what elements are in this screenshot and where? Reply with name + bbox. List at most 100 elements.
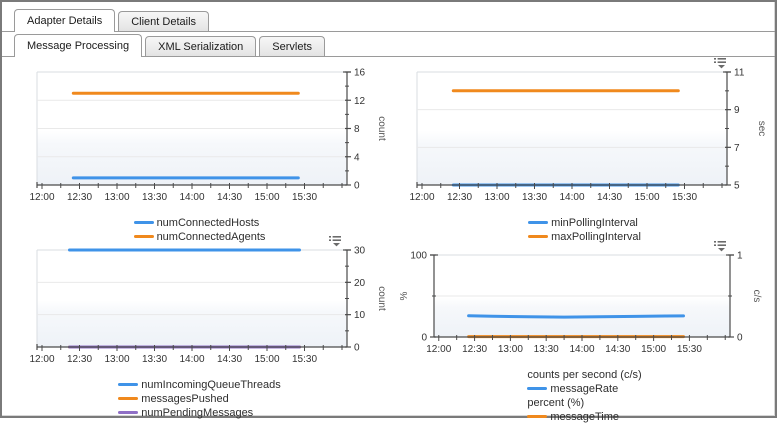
legend-label: numConnectedHosts — [156, 217, 260, 229]
series-line-messageRate — [467, 314, 685, 319]
svg-text:sec: sec — [756, 121, 767, 137]
legend-label: minPollingInterval — [551, 217, 638, 229]
svg-text:12:00: 12:00 — [426, 344, 451, 355]
svg-text:12:30: 12:30 — [67, 354, 92, 365]
svg-text:9: 9 — [734, 105, 740, 116]
chart-options-icon[interactable] — [713, 57, 728, 70]
legend-label: numIncomingQueueThreads — [141, 379, 281, 391]
svg-text:10: 10 — [354, 310, 366, 321]
tab-client-details[interactable]: Client Details — [118, 11, 210, 31]
svg-text:13:00: 13:00 — [104, 192, 129, 203]
tab-xml-serialization[interactable]: XML Serialization — [145, 36, 257, 56]
svg-text:14:00: 14:00 — [569, 344, 594, 355]
svg-text:15:00: 15:00 — [254, 192, 279, 203]
svg-text:c/s: c/s — [751, 290, 762, 303]
svg-text:14:30: 14:30 — [597, 192, 622, 203]
svg-text:12:30: 12:30 — [462, 344, 487, 355]
svg-text:8: 8 — [354, 124, 360, 135]
legend-item: maxPollingInterval — [528, 230, 641, 244]
svg-text:0: 0 — [354, 343, 360, 354]
legend-swatch — [528, 220, 549, 224]
svg-text:0: 0 — [737, 333, 743, 344]
svg-text:13:30: 13:30 — [522, 192, 547, 203]
svg-text:14:30: 14:30 — [605, 344, 630, 355]
svg-text:30: 30 — [354, 246, 366, 257]
legend-group-label: percent (%) — [527, 397, 585, 409]
svg-text:4: 4 — [354, 152, 360, 163]
tab-message-processing[interactable]: Message Processing — [14, 34, 143, 57]
legend-label: numPendingMessages — [141, 407, 254, 419]
chart-legend: numIncomingQueueThreads messagesPushed num… — [12, 378, 387, 421]
legend-label: messageTime — [550, 411, 619, 423]
svg-text:15:30: 15:30 — [677, 344, 702, 355]
tab-servlets[interactable]: Servlets — [259, 36, 326, 56]
legend-swatch — [133, 220, 154, 224]
svg-text:15:30: 15:30 — [672, 192, 697, 203]
legend-item: messageTime — [527, 410, 641, 424]
chart-options-icon[interactable] — [713, 240, 728, 253]
svg-text:13:00: 13:00 — [498, 344, 523, 355]
svg-text:5: 5 — [734, 181, 740, 192]
legend-swatch — [527, 386, 548, 390]
svg-text:100: 100 — [410, 251, 427, 262]
legend-item: numConnectedAgents — [133, 230, 266, 244]
legend-label: messageRate — [550, 383, 619, 395]
chart-queue-threads-messages: 0 10 20 30 count 12:00 12:30 13:00 13:30 14:00 14:… — [12, 236, 387, 421]
legend-item: numPendingMessages — [118, 406, 280, 420]
svg-text:13:30: 13:30 — [534, 344, 559, 355]
chart-plot-area: 0 10 20 30 count 12:00 12:30 13:00 13:30 14:00 14:… — [29, 246, 387, 366]
svg-text:7: 7 — [734, 143, 740, 154]
chart-connected-hosts-agents: 0 4 8 12 16 count 12:00 12:30 13:00 13:30 14:00 14:… — [12, 62, 387, 245]
legend-label: maxPollingInterval — [551, 231, 641, 243]
legend-swatch — [118, 382, 139, 386]
chart-plot-area: 5 7 9 11 sec 12:00 12:30 13:00 13:30 14:00 14:30 15… — [409, 68, 767, 204]
legend-item: numConnectedHosts — [133, 216, 266, 230]
svg-text:1: 1 — [737, 251, 743, 262]
svg-text:15:00: 15:00 — [634, 192, 659, 203]
chart-legend: numConnectedHosts numConnectedAgents — [12, 216, 387, 245]
legend-label: numConnectedAgents — [156, 231, 266, 243]
svg-text:14:30: 14:30 — [217, 354, 242, 365]
legend-swatch — [528, 234, 549, 238]
svg-text:14:00: 14:00 — [559, 192, 584, 203]
legend-swatch — [118, 396, 139, 400]
chart-plot-area: 0 4 8 12 16 count 12:00 12:30 13:00 13:30 14:00 14:… — [29, 68, 387, 204]
chart-polling-interval: 5 7 9 11 sec 12:00 12:30 13:00 13:30 14:00 14:30 15… — [397, 58, 772, 245]
svg-text:12:00: 12:00 — [29, 192, 54, 203]
svg-text:13:00: 13:00 — [104, 354, 129, 365]
svg-text:0: 0 — [354, 181, 360, 192]
svg-text:13:30: 13:30 — [142, 192, 167, 203]
chart-plot-area: 0 1 c/s 0 100% 12:00 12:30 13:00 13:30 14:00 14:30… — [399, 251, 762, 356]
legend-item: minPollingInterval — [528, 216, 641, 230]
legend-item: messagesPushed — [118, 392, 280, 406]
legend-item: numIncomingQueueThreads — [118, 378, 281, 392]
legend-label: messagesPushed — [141, 393, 229, 405]
svg-text:12: 12 — [354, 96, 366, 107]
chart-options-icon[interactable] — [328, 235, 343, 248]
legend-group-label: counts per second (c/s) — [527, 369, 642, 381]
svg-text:15:00: 15:00 — [641, 344, 666, 355]
svg-text:15:30: 15:30 — [292, 192, 317, 203]
svg-text:13:00: 13:00 — [484, 192, 509, 203]
svg-text:%: % — [399, 291, 410, 300]
svg-text:13:30: 13:30 — [142, 354, 167, 365]
legend-item: messageRate — [527, 382, 641, 396]
svg-text:15:00: 15:00 — [254, 354, 279, 365]
svg-text:14:30: 14:30 — [217, 192, 242, 203]
svg-text:12:00: 12:00 — [29, 354, 54, 365]
tab-adapter-details[interactable]: Adapter Details — [14, 9, 116, 32]
primary-tabbar: Adapter Details Client Details — [2, 2, 775, 32]
chart-legend: minPollingInterval maxPollingInterval — [397, 216, 772, 245]
secondary-tabbar: Message Processing XML Serialization Ser… — [2, 32, 775, 57]
svg-text:count: count — [376, 116, 387, 141]
svg-text:14:00: 14:00 — [179, 354, 204, 365]
svg-text:16: 16 — [354, 68, 366, 79]
svg-text:0: 0 — [421, 333, 427, 344]
svg-text:14:00: 14:00 — [179, 192, 204, 203]
svg-text:11: 11 — [734, 68, 745, 79]
chart-legend: counts per second (c/s) messageRate percen… — [397, 368, 772, 425]
legend-swatch — [133, 234, 154, 238]
svg-text:12:30: 12:30 — [67, 192, 92, 203]
legend-swatch — [527, 414, 548, 418]
